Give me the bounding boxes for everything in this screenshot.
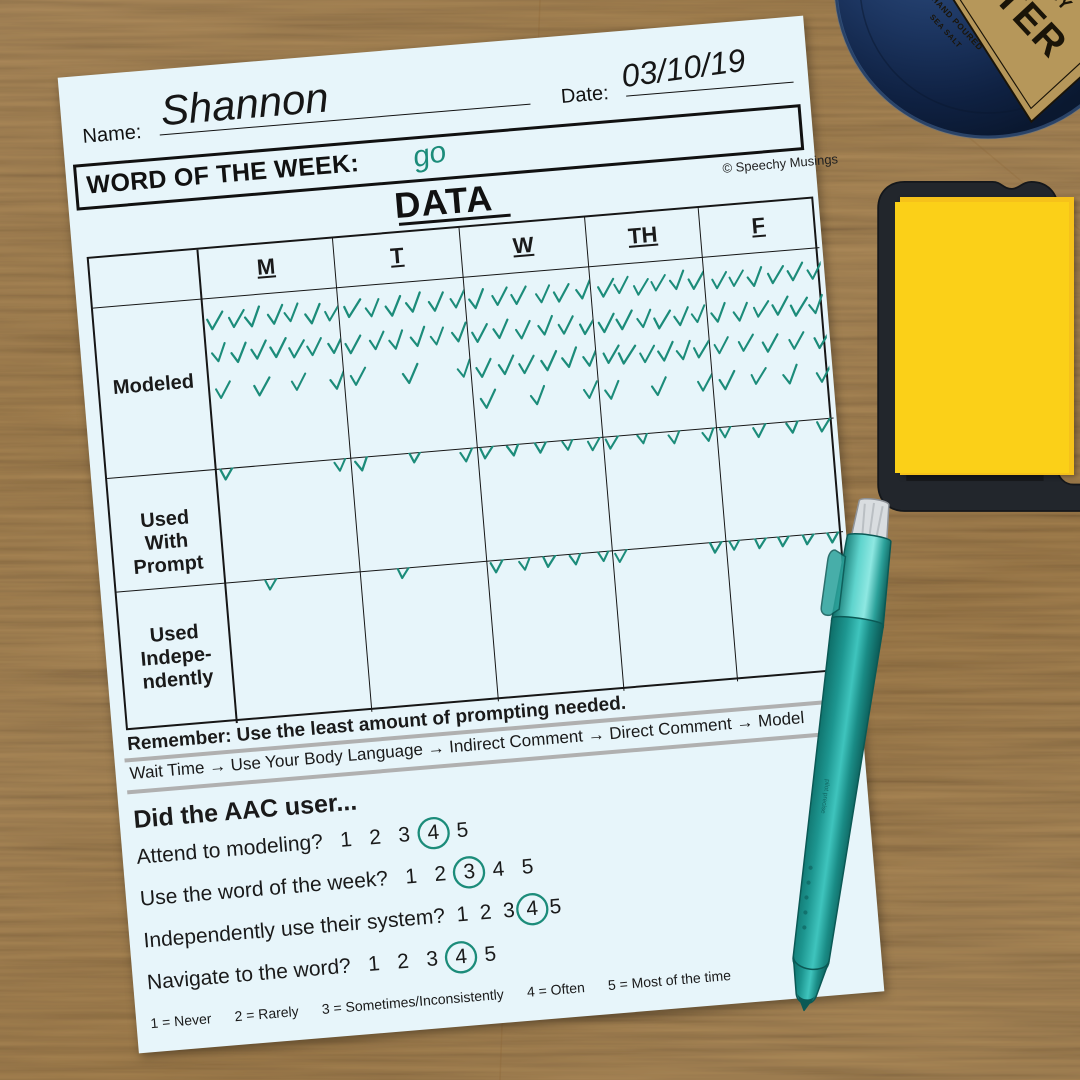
svg-text:03/10/19: 03/10/19 xyxy=(619,41,747,94)
svg-text:Shannon: Shannon xyxy=(159,73,330,134)
svg-text:go: go xyxy=(410,134,450,174)
